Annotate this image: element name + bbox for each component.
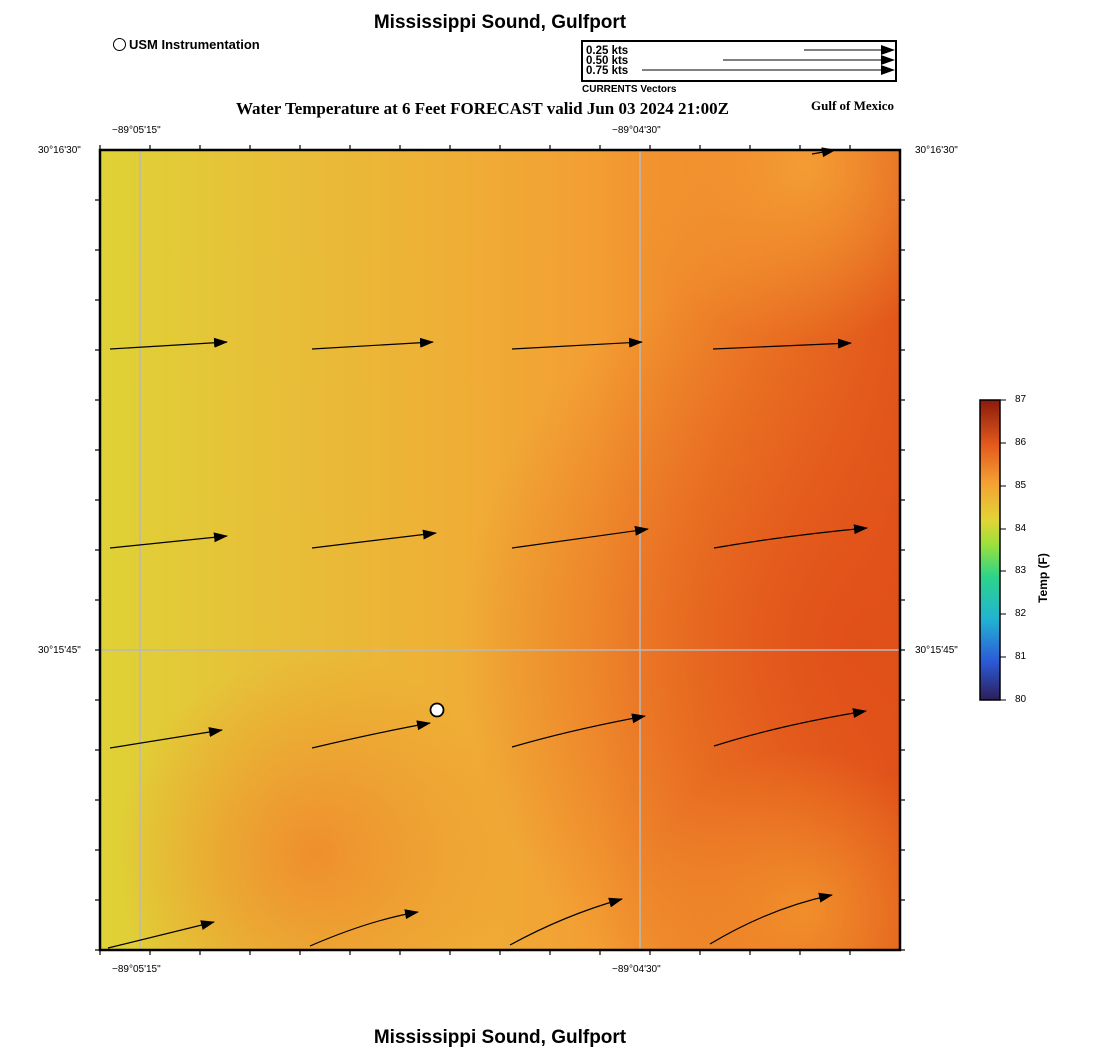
colorbar-tick: 83 bbox=[1015, 565, 1027, 576]
current-vector bbox=[107, 920, 215, 949]
temperature-field bbox=[100, 150, 900, 950]
map-frame bbox=[95, 145, 905, 955]
current-vector bbox=[713, 524, 868, 549]
usm-legend: USM Instrumentation bbox=[113, 37, 260, 52]
vector-legend-label-025: 0.25 kts bbox=[586, 45, 629, 57]
vector-legend-caption: CURRENTS Vectors bbox=[582, 84, 677, 95]
current-vector bbox=[511, 525, 649, 549]
current-vector bbox=[311, 529, 437, 549]
lon-label-bottom-right: −89°04'30" bbox=[612, 964, 661, 975]
temperature-colorbar bbox=[979, 399, 1006, 701]
current-vector bbox=[309, 909, 419, 947]
vector-legend-label-075: 0.75 kts bbox=[586, 65, 629, 77]
current-vector bbox=[509, 897, 623, 946]
current-vector bbox=[712, 338, 852, 350]
map-title: Mississippi Sound, Gulfport bbox=[373, 12, 627, 33]
graticule-lines bbox=[100, 150, 900, 950]
colorbar-tick: 87 bbox=[1015, 394, 1027, 405]
colorbar-tick: 82 bbox=[1015, 608, 1027, 619]
colorbar-tick: 85 bbox=[1015, 480, 1027, 491]
current-vector bbox=[511, 713, 646, 748]
footer-title: Mississippi Sound, Gulfport bbox=[373, 1027, 627, 1048]
colorbar-tick: 81 bbox=[1015, 651, 1027, 662]
current-vectors bbox=[107, 147, 868, 949]
vector-legend-arrows bbox=[642, 45, 895, 75]
current-vector bbox=[311, 337, 434, 350]
station-marker-icon bbox=[113, 38, 126, 51]
current-vector bbox=[109, 532, 228, 549]
region-label: Gulf of Mexico bbox=[811, 98, 895, 113]
colorbar-title: Temp (F) bbox=[1036, 553, 1050, 603]
temperature-map bbox=[95, 145, 905, 955]
current-vector bbox=[511, 337, 643, 350]
current-vector bbox=[713, 708, 867, 747]
current-vector-legend: 0.25 kts 0.50 kts 0.75 kts bbox=[581, 40, 897, 82]
map-subtitle: Water Temperature at 6 Feet FORECAST val… bbox=[236, 99, 729, 118]
lat-label-right-mid: 30°15'45" bbox=[915, 645, 958, 656]
usm-station-marker bbox=[429, 702, 445, 718]
lat-label-right-top: 30°16'30" bbox=[915, 145, 958, 156]
colorbar-tick: 80 bbox=[1015, 694, 1027, 705]
vector-legend-label-050: 0.50 kts bbox=[586, 55, 629, 67]
current-vector bbox=[109, 727, 223, 749]
usm-legend-label: USM Instrumentation bbox=[129, 37, 260, 52]
current-vector bbox=[311, 720, 431, 749]
lat-label-left-mid: 30°15'45" bbox=[38, 645, 81, 656]
lon-label-top-right: −89°04'30" bbox=[612, 125, 661, 136]
lon-label-top-left: −89°05'15" bbox=[112, 125, 161, 136]
colorbar-tick: 86 bbox=[1015, 437, 1027, 448]
lon-label-bottom-left: −89°05'15" bbox=[112, 964, 161, 975]
lat-label-left-top: 30°16'30" bbox=[38, 145, 81, 156]
current-vector bbox=[709, 892, 833, 945]
current-vector bbox=[109, 337, 228, 350]
colorbar-tick: 84 bbox=[1015, 523, 1027, 534]
